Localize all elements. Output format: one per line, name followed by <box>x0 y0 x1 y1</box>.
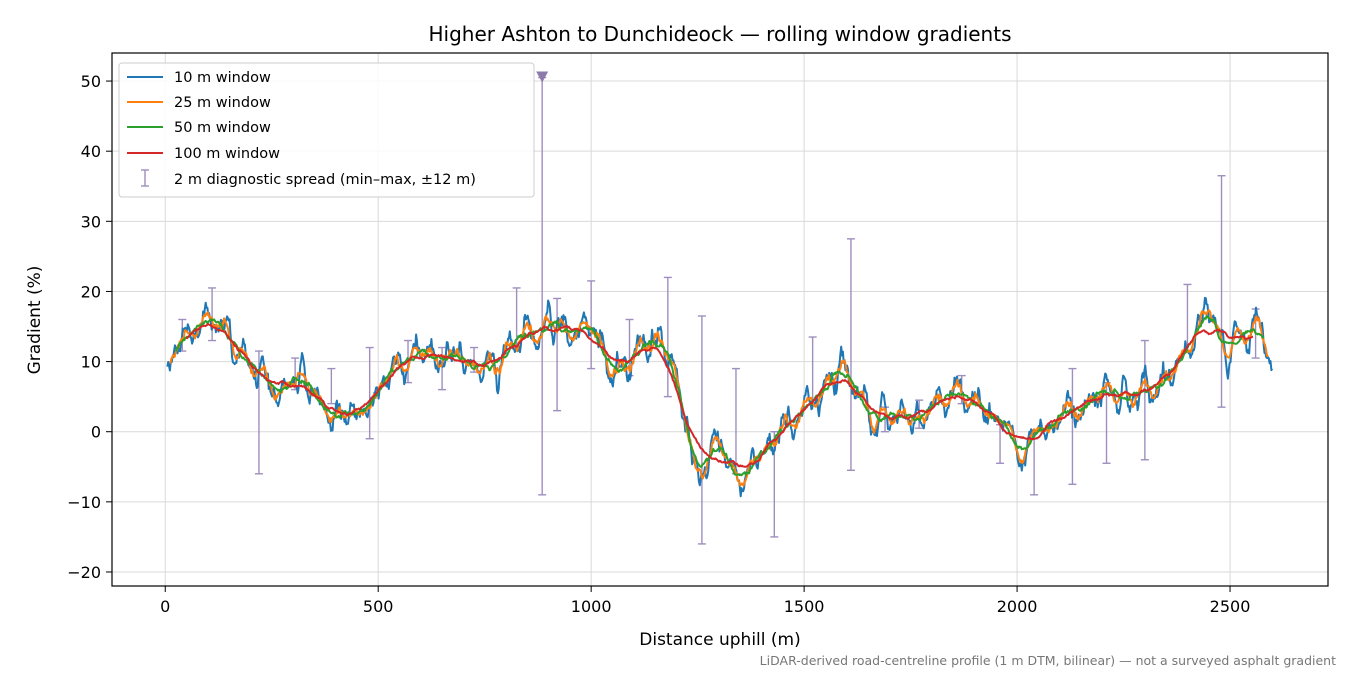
spread-error-bar <box>553 297 562 412</box>
spread-error-bar <box>327 367 336 405</box>
outlier-marker <box>536 71 549 83</box>
spread-error-bar <box>438 346 447 391</box>
x-tick-label: 2500 <box>1210 597 1251 616</box>
y-tick-label: 10 <box>81 353 101 372</box>
spread-error-bar <box>663 276 672 398</box>
spread-error-bar <box>731 367 740 475</box>
y-tick-label: 40 <box>81 142 101 161</box>
footnote: LiDAR-derived road-centreline profile (1… <box>760 653 1336 668</box>
y-axis-label: Gradient (%) <box>25 266 45 375</box>
y-tick-label: −10 <box>67 493 101 512</box>
spread-error-bar <box>1030 438 1039 496</box>
x-tick-label: 0 <box>160 597 170 616</box>
spread-error-bar <box>1217 175 1226 408</box>
spread-error-bar <box>697 315 706 545</box>
spread-error-bar <box>1068 367 1077 486</box>
spread-error-bar <box>808 336 817 405</box>
series-lines <box>166 296 1274 498</box>
legend-swatch-spread <box>141 169 149 187</box>
spread-error-bar <box>365 346 374 440</box>
spread-error-bars <box>178 76 1260 545</box>
axis-ticks: 0 500 1000 1500 2000 2500 −20 −10 0 10 20 30 40 50 <box>67 72 1250 616</box>
legend: 10 m window 25 m window 50 m window 100 … <box>118 62 535 198</box>
series-100m-line <box>185 323 1254 468</box>
x-axis-label: Distance uphill (m) <box>639 630 800 650</box>
legend-label-spread: 2 m diagnostic spread (min–max, ±12 m) <box>174 172 476 188</box>
y-tick-label: 20 <box>81 282 101 301</box>
y-tick-label: −20 <box>67 563 101 582</box>
spread-error-bar <box>538 76 547 496</box>
plot-frame <box>111 52 1329 587</box>
legend-box <box>118 62 535 198</box>
x-tick-label: 1500 <box>784 597 825 616</box>
x-tick-label: 500 <box>363 597 394 616</box>
legend-label-10m: 10 m window <box>174 70 271 86</box>
spread-error-bar <box>208 287 217 342</box>
series-25m-line <box>169 309 1269 487</box>
spread-error-bar <box>1140 339 1149 461</box>
x-tick-label: 2000 <box>997 597 1038 616</box>
legend-label-100m: 100 m window <box>174 146 280 162</box>
y-tick-label: 50 <box>81 72 101 91</box>
legend-label-25m: 25 m window <box>174 95 271 111</box>
outlier-marker-layer <box>536 71 549 83</box>
spread-error-bar <box>846 238 855 471</box>
legend-label-50m: 50 m window <box>174 120 271 136</box>
series-50m-line <box>174 315 1265 477</box>
y-tick-label: 30 <box>81 212 101 231</box>
spread-error-bar <box>587 280 596 370</box>
y-tick-label: 0 <box>91 423 101 442</box>
x-tick-label: 1000 <box>571 597 612 616</box>
chart-title: Higher Ashton to Dunchideock — rolling w… <box>428 22 1011 46</box>
